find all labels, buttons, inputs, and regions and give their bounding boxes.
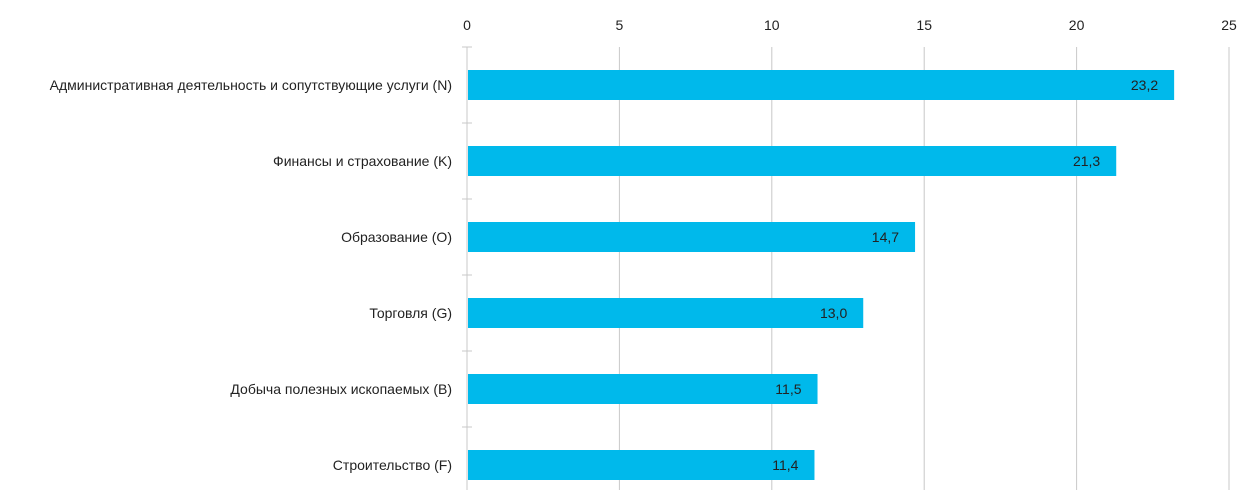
category-label: Строительство (F) (333, 457, 452, 473)
bars (468, 70, 1175, 480)
category-label: Административная деятельность и сопутств… (50, 77, 452, 93)
data-label: 11,5 (775, 381, 801, 397)
category-labels: Административная деятельность и сопутств… (50, 77, 452, 473)
x-tick-label: 25 (1221, 17, 1237, 33)
data-labels: 23,2 21,3 14,7 13,0 11,5 11,4 (772, 77, 1158, 473)
grid-lines (618, 47, 1230, 490)
x-tick-label: 20 (1069, 17, 1085, 33)
x-tick-label: 15 (916, 17, 932, 33)
category-label: Образование (O) (341, 229, 452, 245)
category-label: Торговля (G) (369, 305, 452, 321)
x-tick-label: 10 (764, 17, 780, 33)
data-label: 11,4 (772, 457, 798, 473)
x-tick-label: 5 (616, 17, 624, 33)
value-axis-ticks: 0 5 10 15 20 25 (463, 17, 1237, 33)
bar (468, 222, 916, 252)
data-label: 14,7 (872, 229, 899, 245)
data-label: 23,2 (1131, 77, 1158, 93)
category-label: Финансы и страхование (K) (273, 153, 452, 169)
data-label: 21,3 (1073, 153, 1100, 169)
category-label: Добыча полезных ископаемых (B) (230, 381, 452, 397)
bar (468, 146, 1117, 176)
bar (468, 374, 818, 404)
data-label: 13,0 (820, 305, 847, 321)
bar (468, 70, 1175, 100)
category-axis (462, 46, 472, 490)
x-tick-label: 0 (463, 17, 471, 33)
bar (468, 298, 864, 328)
bar (468, 450, 815, 480)
